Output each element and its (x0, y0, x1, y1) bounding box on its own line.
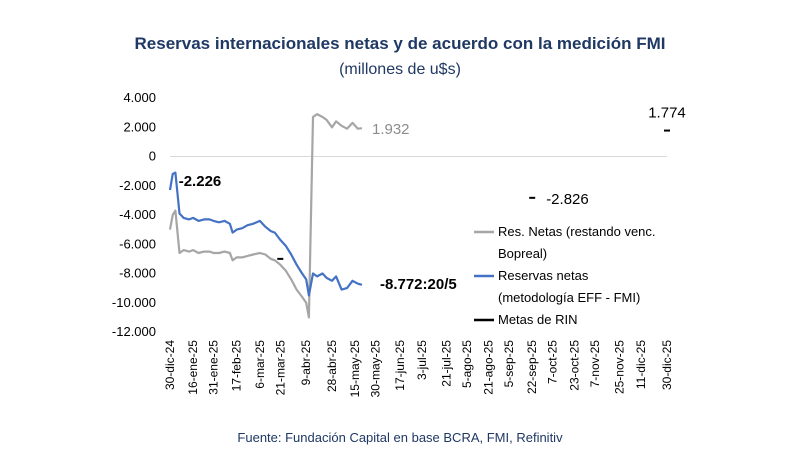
legend-label: Metas de RIN (498, 312, 577, 327)
series-reservas-netas-line (168, 171, 363, 297)
y-tick-label: 0 (149, 149, 156, 164)
data-label: -2.826 (546, 191, 589, 208)
x-tick-label: 16-ene-25 (186, 340, 200, 395)
y-tick-label: -6.000 (119, 236, 156, 251)
x-tick-label: 7-nov-25 (588, 340, 602, 388)
legend-label: (metodología EFF - FMI) (498, 290, 640, 305)
x-tick-label: 23-oct-25 (567, 340, 581, 391)
x-tick-label: 5-ago-25 (460, 340, 474, 388)
y-tick-label: -12.000 (112, 324, 156, 339)
y-tick-label: -2.000 (119, 178, 156, 193)
x-tick-label: 3-jul-25 (415, 340, 429, 380)
chart-title: Reservas internacionales netas y de acue… (134, 34, 666, 53)
y-tick-label: -10.000 (112, 295, 156, 310)
x-tick-label: 30-dic-24 (163, 340, 177, 390)
chart-source: Fuente: Fundación Capital en base BCRA, … (237, 430, 563, 445)
x-tick-label: 5-sep-25 (502, 340, 516, 388)
legend-label: Res. Netas (restando venc. (498, 224, 656, 239)
x-tick-label: 21-ago-25 (482, 340, 496, 395)
x-tick-label: 28-abr-25 (325, 340, 339, 392)
x-tick-label: 30-may-25 (369, 340, 383, 398)
x-tick-label: 17-jun-25 (393, 340, 407, 391)
y-tick-label: 2.000 (123, 119, 156, 134)
x-tick-label: 6-mar-25 (253, 340, 267, 389)
x-tick-label: 15-may-25 (348, 340, 362, 398)
data-label: 1.932 (372, 121, 410, 138)
y-tick-label: 4.000 (123, 90, 156, 105)
legend-label: Bopreal) (498, 246, 547, 261)
series-res-netas-line (168, 113, 363, 319)
y-tick-label: -4.000 (119, 207, 156, 222)
x-tick-label: 21-mar-25 (273, 340, 287, 396)
data-label: -2.226 (179, 173, 222, 190)
legend-label: Reservas netas (498, 268, 589, 283)
x-tick-label: 9-abr-25 (299, 340, 313, 386)
x-tick-label: 25-nov-25 (612, 340, 626, 394)
x-tick-label: 30-dic-25 (660, 340, 674, 390)
x-tick-label: 31-ene-25 (207, 340, 221, 395)
x-tick-label: 21-jul-25 (439, 340, 453, 387)
x-tick-label: 7-oct-25 (546, 340, 560, 384)
data-label: -8.772:20/5 (380, 276, 457, 293)
x-tick-label: 17-feb-25 (230, 340, 244, 392)
chart-subtitle: (millones de u$s) (339, 61, 461, 78)
x-tick-label: 22-sep-25 (525, 340, 539, 394)
data-label: 1.774 (648, 105, 686, 122)
x-tick-label: 11-dic-25 (634, 340, 648, 389)
y-tick-label: -8.000 (119, 266, 156, 281)
